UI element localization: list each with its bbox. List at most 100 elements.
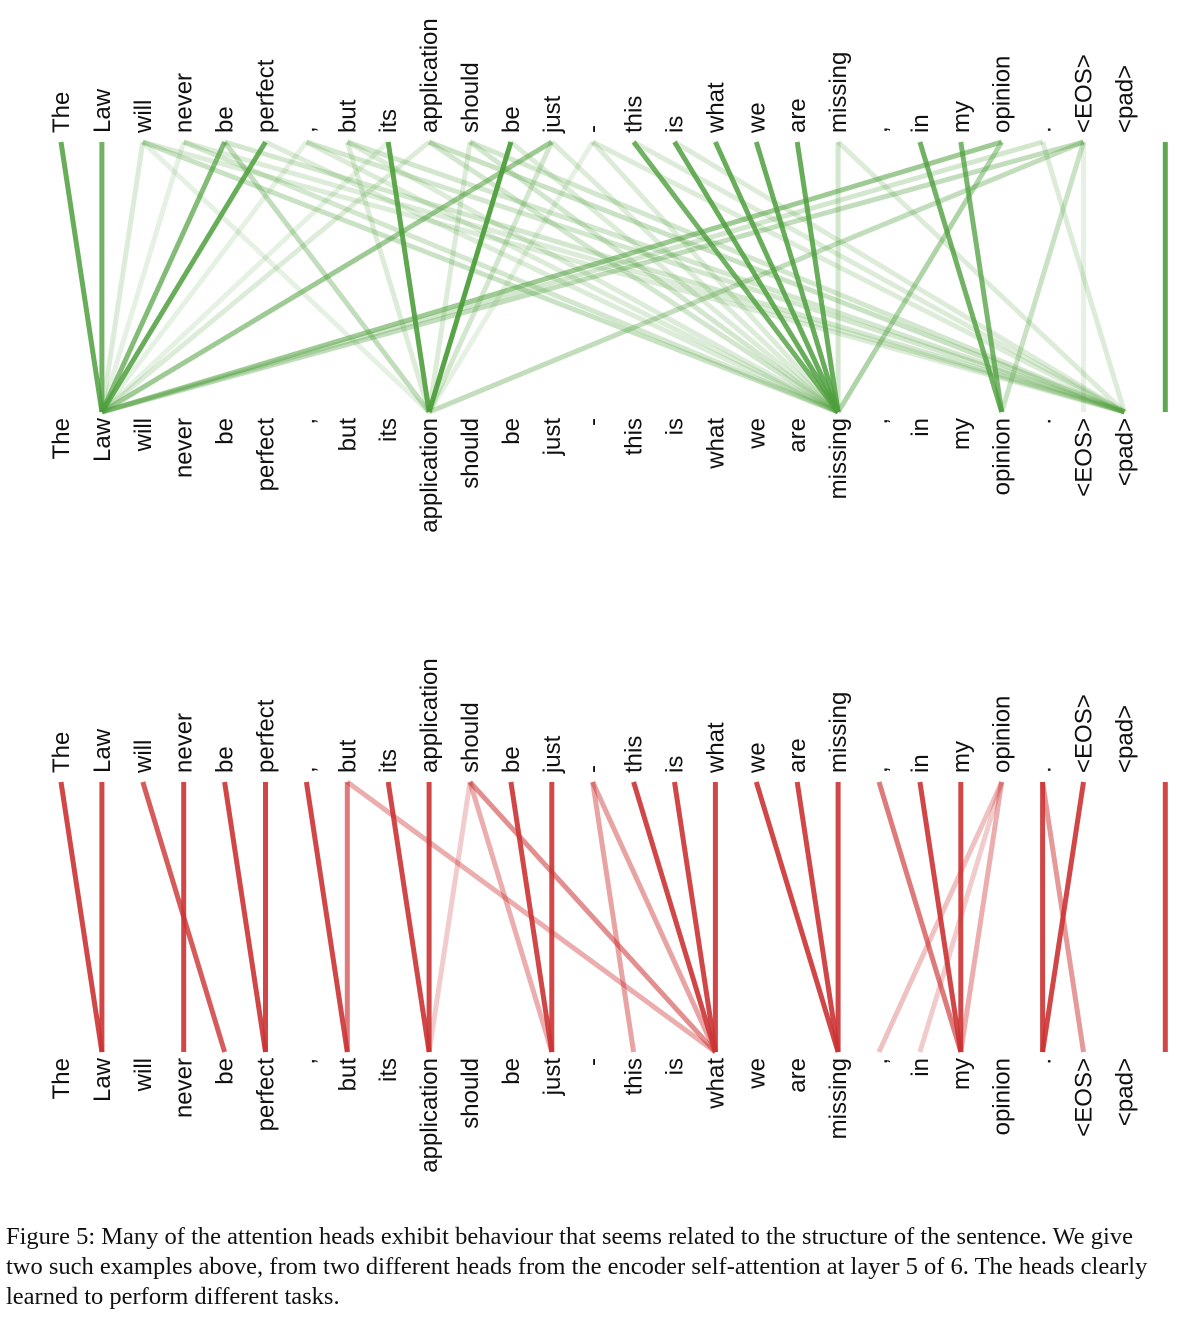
top-attention-link-21 — [100, 140, 390, 414]
top-query-token-22: my — [948, 101, 975, 133]
top-attention-link-42 — [794, 141, 841, 413]
top-attention-link-24 — [100, 140, 431, 414]
top-query-token-25: <EOS> — [1071, 54, 1098, 133]
top-attention-link-28 — [426, 141, 514, 413]
bottom-key-token-9: application — [416, 1058, 443, 1173]
top-query-token-5: perfect — [253, 59, 280, 133]
top-key-token-19: missing — [825, 418, 852, 499]
top-attention-link-30 — [100, 139, 554, 415]
top-key-token-18: are — [784, 418, 811, 453]
bottom-query-token-20: , — [866, 766, 893, 773]
bottom-query-token-17: we — [743, 742, 770, 774]
top-attention-link-35 — [426, 140, 595, 414]
top-attention-link-31 — [426, 140, 555, 414]
top-query-token-19: missing — [825, 52, 852, 133]
bottom-query-token-6: , — [293, 766, 320, 773]
bottom-attention-link-11 — [468, 780, 718, 1054]
attention-panel-bottom: TheTheLawLawwillwillneverneverbebeperfec… — [48, 658, 1168, 1173]
bottom-key-token-11: be — [498, 1058, 525, 1085]
top-attention-link-36 — [631, 140, 841, 414]
top-query-token-21: in — [907, 114, 934, 133]
bottom-key-token-14: this — [621, 1058, 648, 1095]
top-query-token-26: <pad> — [1111, 65, 1138, 133]
bottom-attention-link-14 — [508, 781, 555, 1053]
bottom-query-token-23: opinion — [989, 696, 1016, 773]
top-key-token-1: Law — [89, 417, 116, 462]
bottom-query-token-8: its — [375, 749, 402, 773]
top-attention-link-3 — [141, 139, 840, 415]
top-query-token-6: , — [293, 126, 320, 133]
top-attention-link-5 — [141, 140, 431, 414]
top-attention-link-49 — [101, 139, 1044, 415]
top-query-token-17: we — [743, 102, 770, 134]
bottom-query-token-10: should — [457, 702, 484, 773]
bottom-attention-link-12 — [467, 781, 555, 1053]
top-query-token-8: its — [375, 109, 402, 133]
figure-caption: Figure 5: Many of the attention heads ex… — [6, 1223, 1148, 1310]
top-attention-link-26 — [468, 139, 840, 415]
bottom-attention-link-6 — [303, 781, 350, 1053]
bottom-attention-link-21 — [753, 781, 841, 1053]
bottom-key-token-19: missing — [825, 1058, 852, 1139]
top-query-token-23: opinion — [989, 56, 1016, 133]
top-query-token-20: , — [866, 126, 893, 133]
bottom-key-token-26: <pad> — [1111, 1058, 1138, 1126]
top-attention-link-34 — [590, 140, 840, 414]
top-attention-link-53 — [999, 141, 1086, 413]
bottom-key-token-18: are — [784, 1058, 811, 1093]
bottom-attention-link-27 — [958, 781, 1005, 1053]
top-attention-link-52 — [428, 139, 1085, 415]
top-attention-link-20 — [385, 141, 432, 413]
bottom-query-token-5: perfect — [253, 699, 280, 773]
top-attention-link-50 — [1040, 141, 1127, 413]
bottom-attention-link-24 — [876, 781, 964, 1053]
bottom-query-token-3: never — [171, 713, 198, 773]
bottom-attention-link-0 — [58, 781, 105, 1053]
bottom-key-token-15: is — [662, 1058, 689, 1075]
top-key-token-10: should — [457, 418, 484, 489]
bottom-key-token-16: what — [702, 1058, 729, 1110]
bottom-attention-link-4 — [222, 781, 268, 1053]
top-attention-link-41 — [753, 141, 841, 413]
bottom-key-token-3: never — [171, 1058, 198, 1118]
top-key-token-9: application — [416, 418, 443, 533]
bottom-attention-link-29 — [917, 781, 1005, 1053]
top-attention-link-12 — [99, 140, 268, 414]
top-attention-link-6 — [182, 139, 840, 415]
top-query-token-12: just — [539, 95, 566, 134]
top-attention-link-16 — [99, 140, 309, 414]
top-key-token-0: The — [48, 418, 75, 459]
bottom-key-token-20: , — [866, 1058, 893, 1065]
bottom-query-token-4: be — [212, 746, 239, 773]
top-attention-link-39 — [673, 139, 1126, 415]
top-attention-link-46 — [958, 141, 1005, 413]
top-query-token-14: this — [621, 96, 648, 133]
bottom-key-token-10: should — [457, 1058, 484, 1129]
bottom-query-token-9: application — [416, 658, 443, 773]
top-attention-link-18 — [346, 139, 840, 415]
top-query-token-24: . — [1030, 126, 1057, 133]
top-query-token-16: what — [702, 82, 729, 134]
top-key-token-12: just — [539, 418, 566, 457]
top-attention-link-0 — [58, 141, 105, 413]
bottom-attention-link-25 — [917, 781, 964, 1053]
bottom-attention-link-13 — [426, 781, 473, 1053]
bottom-key-token-7: but — [334, 1058, 361, 1092]
top-attention-link-7 — [183, 139, 1126, 415]
top-attention-link-9 — [99, 140, 227, 414]
top-attention-link-11 — [223, 139, 1126, 415]
bottom-attention-link-17 — [590, 780, 718, 1054]
top-attention-link-32 — [550, 140, 840, 414]
top-attention-link-38 — [672, 140, 841, 414]
top-query-token-4: be — [212, 106, 239, 133]
top-attention-link-29 — [509, 140, 840, 414]
bottom-key-token-17: we — [743, 1058, 770, 1090]
bottom-query-token-1: Law — [89, 728, 116, 773]
top-key-token-5: perfect — [253, 418, 280, 492]
bottom-attention-link-32 — [1040, 781, 1086, 1053]
top-attention-link-2 — [99, 141, 146, 413]
top-key-token-14: this — [621, 418, 648, 455]
top-key-token-13: - — [580, 418, 607, 426]
top-attention-link-37 — [632, 139, 1126, 415]
bottom-query-token-26: <pad> — [1111, 705, 1138, 773]
